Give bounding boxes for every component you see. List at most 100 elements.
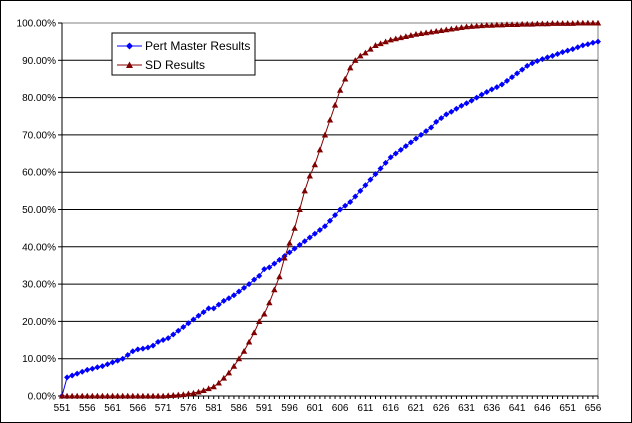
data-point-sd	[245, 338, 253, 345]
data-point-sd	[114, 392, 121, 399]
x-tick-label: 621	[408, 403, 425, 414]
data-point-sd	[564, 20, 571, 26]
data-point-pert	[392, 150, 399, 157]
data-point-pert	[301, 238, 308, 245]
data-point-pert	[74, 370, 81, 377]
data-point-sd	[463, 23, 470, 30]
data-point-sd	[498, 21, 506, 28]
data-point-sd	[382, 38, 389, 45]
data-point-pert	[468, 97, 475, 104]
data-point-sd	[458, 24, 465, 31]
x-tick-label: 641	[509, 403, 526, 414]
data-point-sd	[589, 19, 597, 26]
data-point-sd	[84, 392, 91, 399]
data-point-sd	[331, 101, 339, 108]
data-point-sd	[488, 22, 496, 28]
x-tick-label: 581	[205, 403, 222, 414]
data-point-pert	[316, 227, 323, 234]
data-point-pert	[509, 74, 516, 81]
data-point-sd	[129, 392, 136, 399]
data-point-sd	[412, 30, 420, 37]
data-point-sd	[503, 21, 511, 28]
data-point-pert	[150, 342, 157, 349]
data-point-sd	[574, 19, 581, 26]
data-point-sd	[402, 33, 410, 39]
data-point-pert	[357, 187, 364, 194]
data-point-pert	[483, 89, 490, 96]
data-point-pert	[443, 111, 450, 118]
data-point-sd	[584, 19, 592, 26]
x-tick-label: 586	[231, 403, 248, 414]
data-point-pert	[342, 202, 349, 209]
data-point-sd	[534, 20, 541, 27]
x-tick-label: 636	[483, 403, 500, 414]
data-point-pert	[423, 128, 430, 135]
x-tick-label: 616	[382, 403, 399, 414]
data-point-pert	[129, 348, 136, 355]
data-point-pert	[377, 165, 384, 172]
data-point-pert	[220, 297, 227, 304]
data-point-pert	[200, 309, 207, 316]
data-point-sd	[392, 35, 399, 42]
data-point-pert	[463, 100, 470, 107]
legend-marker-pert	[126, 42, 133, 50]
y-tick-label: 40.00%	[22, 242, 56, 253]
data-point-pert	[286, 249, 293, 256]
data-point-sd	[559, 20, 566, 26]
data-point-pert	[438, 115, 445, 122]
data-point-sd	[286, 239, 293, 246]
data-point-sd	[453, 25, 460, 31]
data-point-pert	[397, 146, 404, 153]
data-point-sd	[170, 392, 177, 398]
y-tick-label: 50.00%	[22, 205, 56, 216]
data-point-pert	[170, 331, 177, 338]
data-point-sd	[362, 49, 369, 56]
legend-label-sd: SD Results	[145, 58, 205, 72]
data-point-pert	[402, 143, 409, 150]
x-axis: 551 556 561 566 571 576 581 586 591 596 601 606 611 6…	[54, 395, 602, 414]
data-point-sd	[281, 254, 288, 261]
data-point-sd	[438, 27, 445, 34]
x-tick-label: 561	[104, 403, 121, 414]
series-layer	[58, 19, 602, 399]
x-tick-label: 591	[256, 403, 273, 414]
data-point-pert	[529, 60, 536, 67]
data-point-sd	[210, 383, 217, 390]
x-tick-label: 596	[281, 403, 298, 414]
data-point-sd	[549, 20, 556, 26]
data-point-sd	[164, 392, 172, 399]
data-point-pert	[458, 102, 465, 109]
data-point-pert	[382, 159, 389, 166]
data-point-sd	[159, 392, 167, 399]
data-point-sd	[529, 20, 536, 27]
data-point-pert	[139, 345, 146, 352]
data-point-pert	[498, 81, 505, 88]
data-point-sd	[432, 28, 440, 34]
data-point-sd	[579, 19, 587, 26]
data-point-pert	[215, 301, 222, 308]
data-point-sd	[63, 392, 71, 399]
data-point-pert	[514, 70, 521, 77]
legend-box	[111, 32, 256, 76]
data-point-sd	[175, 391, 182, 398]
data-point-pert	[160, 337, 167, 344]
y-tick-label: 80.00%	[22, 93, 56, 104]
data-point-pert	[79, 368, 86, 375]
data-point-pert	[69, 372, 76, 379]
y-tick-label: 100.00%	[17, 19, 57, 30]
data-point-pert	[64, 374, 71, 381]
data-point-sd	[524, 20, 531, 27]
data-point-pert	[372, 171, 379, 178]
data-point-pert	[337, 206, 344, 213]
data-point-sd	[180, 391, 187, 398]
data-point-pert	[574, 44, 581, 51]
data-point-sd	[341, 75, 349, 82]
data-point-pert	[296, 241, 303, 248]
data-point-sd	[190, 389, 197, 396]
data-point-sd	[544, 20, 551, 27]
data-point-sd	[427, 28, 435, 35]
data-point-sd	[483, 22, 490, 28]
data-point-sd	[89, 392, 96, 399]
data-point-pert	[362, 182, 369, 189]
x-tick-label: 601	[306, 403, 323, 414]
